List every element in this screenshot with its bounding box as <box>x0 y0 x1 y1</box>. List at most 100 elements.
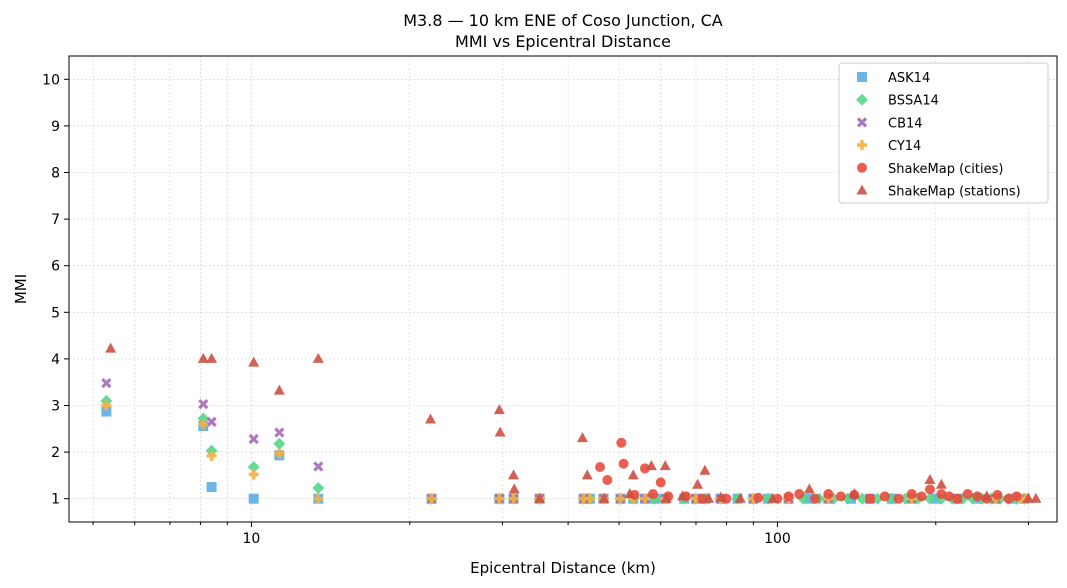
data-point <box>916 491 927 502</box>
legend-label: ASK14 <box>888 71 930 86</box>
data-point <box>810 493 821 504</box>
data-point <box>753 492 764 503</box>
data-point <box>312 481 325 494</box>
data-point <box>534 492 546 503</box>
data-point <box>981 490 993 501</box>
data-point <box>893 493 904 504</box>
data-point <box>616 437 627 448</box>
data-point <box>848 488 860 499</box>
data-point <box>584 493 595 504</box>
legend-marker <box>857 162 867 173</box>
y-tick-label: 5 <box>51 305 60 321</box>
data-point <box>105 342 117 353</box>
data-point <box>627 469 639 480</box>
data-point <box>647 489 658 500</box>
data-point <box>248 469 259 480</box>
data-point <box>508 469 520 480</box>
data-point <box>692 478 704 489</box>
data-point <box>618 458 629 469</box>
data-point <box>962 489 973 500</box>
y-tick-label: 8 <box>51 166 60 182</box>
data-point <box>508 483 520 494</box>
data-point <box>206 482 217 493</box>
data-point <box>426 493 437 504</box>
plot-frame <box>68 55 1058 523</box>
data-point <box>576 432 588 443</box>
data-point <box>312 352 324 363</box>
data-point <box>424 413 436 424</box>
data-point <box>581 469 593 480</box>
data-point <box>1022 492 1034 503</box>
data-point <box>602 475 613 486</box>
data-point <box>952 493 963 504</box>
chart-title: M3.8 — 10 km ENE of Coso Junction, CA <box>403 11 723 30</box>
data-point <box>944 491 955 502</box>
axis-ticks: 10 100 1 2 3 4 5 6 7 8 9 10 <box>42 72 1029 547</box>
data-point <box>703 492 715 503</box>
data-point <box>767 492 779 503</box>
data-point <box>639 493 650 504</box>
legend-label: ShakeMap (cities) <box>888 162 1003 177</box>
data-point <box>248 433 259 445</box>
data-point <box>794 489 805 500</box>
legend-marker <box>857 72 867 82</box>
data-point <box>274 427 285 438</box>
data-point <box>248 356 260 367</box>
data-point <box>865 493 876 504</box>
data-point <box>677 490 689 501</box>
data-point <box>639 463 650 474</box>
data-point <box>879 491 890 502</box>
y-tick-label: 3 <box>51 399 60 415</box>
data-point <box>645 460 657 471</box>
data-point <box>273 384 285 395</box>
legend-marker <box>856 93 868 106</box>
y-tick-label: 4 <box>51 352 60 368</box>
data-point <box>197 412 210 425</box>
data-point <box>198 398 209 410</box>
y-tick-label: 9 <box>51 119 60 135</box>
y-tick-label: 1 <box>51 492 60 508</box>
legend-marker <box>856 117 868 128</box>
x-axis-label: Epicentral Distance (km) <box>470 559 656 577</box>
data-point <box>624 488 636 499</box>
data-point <box>205 444 218 457</box>
data-point <box>494 426 506 437</box>
data-point <box>313 493 324 504</box>
data-point <box>248 493 259 504</box>
data-point <box>198 419 209 430</box>
data-point <box>493 404 505 415</box>
y-tick-label: 2 <box>51 445 60 461</box>
data-point <box>655 477 666 488</box>
y-tick-label: 10 <box>42 72 60 88</box>
data-point <box>313 461 324 472</box>
data-point <box>598 492 610 503</box>
data-point <box>595 462 606 473</box>
data-point <box>1011 491 1022 502</box>
data-point <box>715 491 727 502</box>
legend: ASK14 BSSA14 CB14 CY14 ShakeMap (cities) Shak… <box>838 62 1049 204</box>
data-point <box>508 493 519 504</box>
data-point <box>804 493 815 504</box>
legend-label: ShakeMap (stations) <box>888 185 1021 200</box>
data-point <box>101 378 112 389</box>
data-point <box>660 492 672 503</box>
chart-subtitle: MMI vs Epicentral Distance <box>455 32 671 51</box>
data-point <box>206 416 217 427</box>
data-point <box>615 493 626 504</box>
data-point <box>936 489 947 500</box>
legend-label: CY14 <box>888 139 921 154</box>
data-point <box>247 461 260 474</box>
data-point <box>823 489 834 500</box>
data-point <box>101 406 112 417</box>
data-point <box>923 492 936 505</box>
data-point <box>935 478 947 489</box>
data-point <box>734 492 746 503</box>
legend-label: CB14 <box>888 116 923 131</box>
data-point <box>835 491 846 502</box>
data-point <box>699 464 711 475</box>
data-point <box>924 484 935 495</box>
data-point <box>659 460 671 471</box>
data-point <box>101 400 112 411</box>
data-point <box>924 474 936 485</box>
